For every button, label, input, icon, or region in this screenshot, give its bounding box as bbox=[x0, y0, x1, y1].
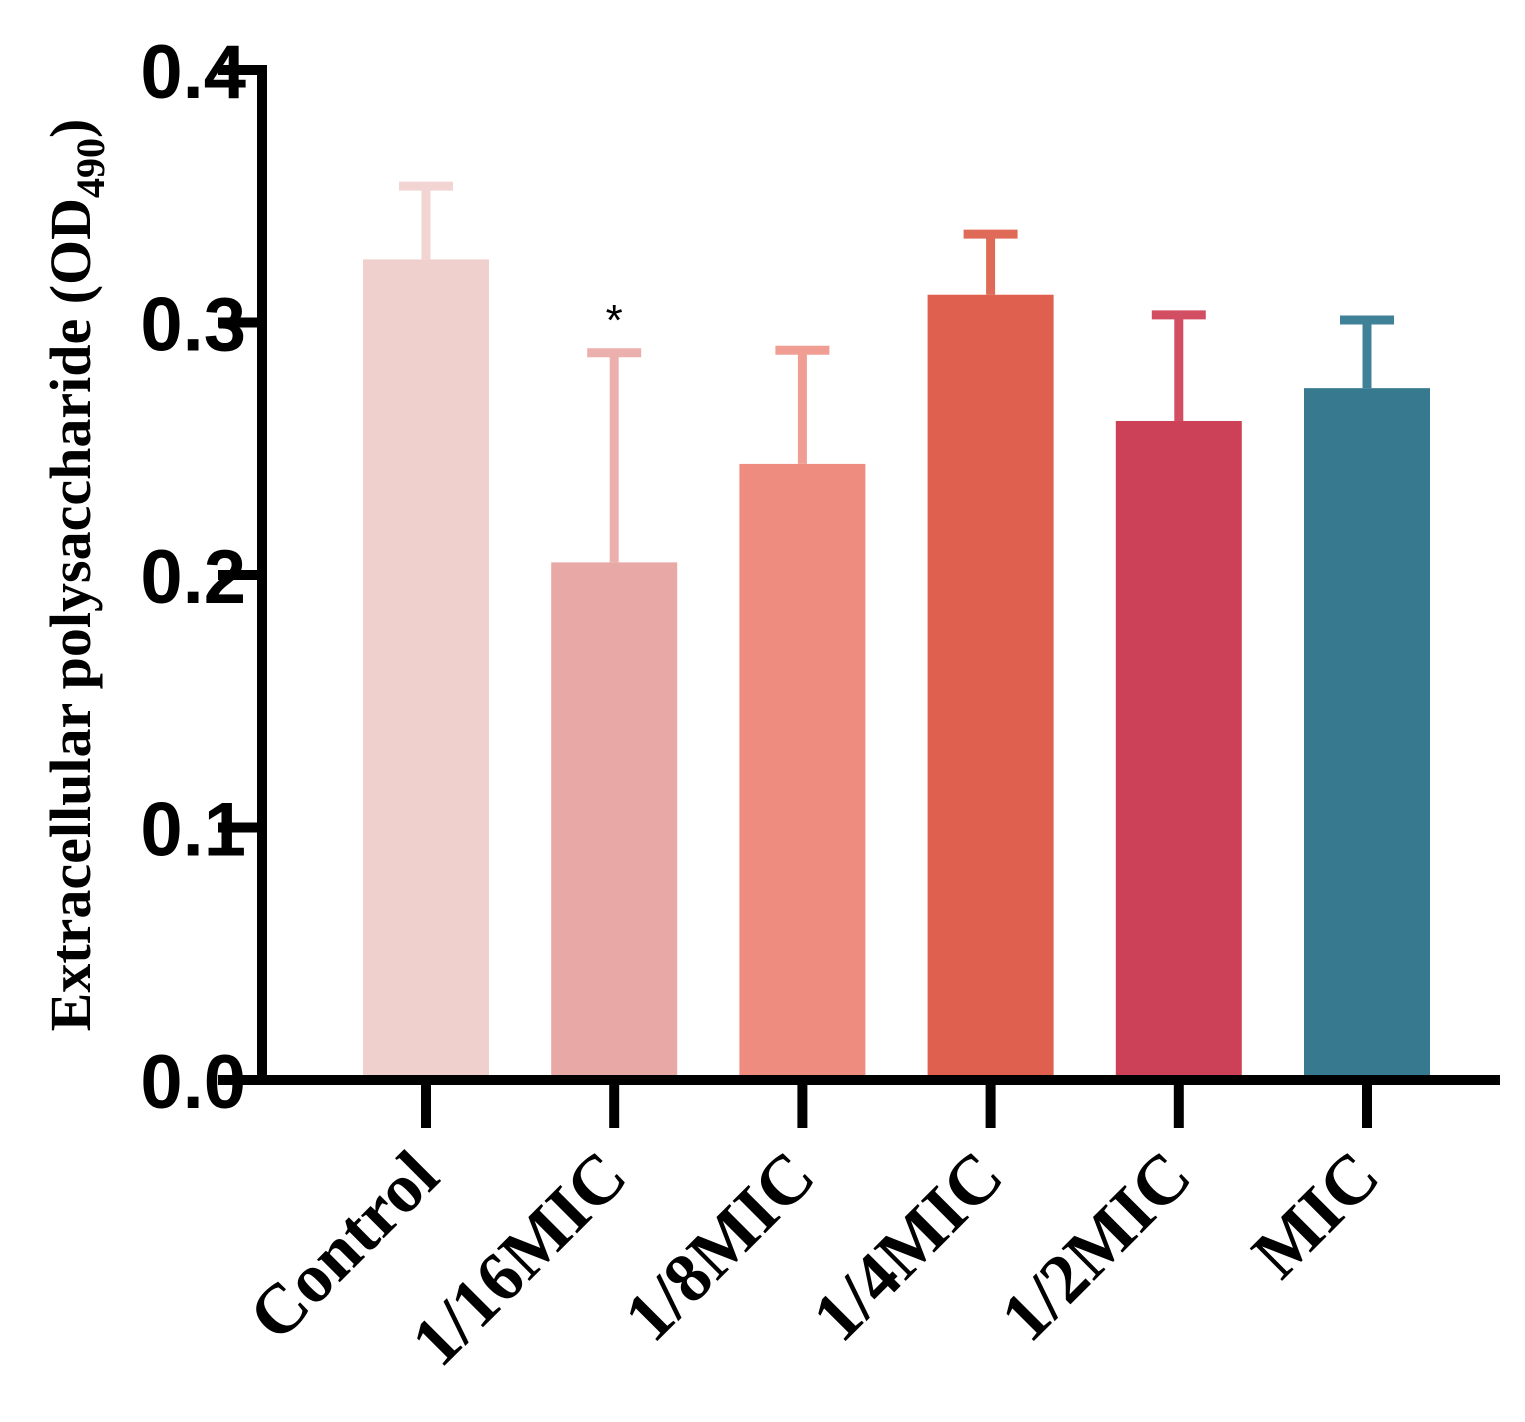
bar-1-2mic bbox=[1115, 420, 1242, 1081]
bar-1-16mic bbox=[551, 562, 678, 1080]
y-tick-label: 0.3 bbox=[140, 283, 246, 368]
bar-control bbox=[363, 259, 489, 1080]
x-tick-label-mic: MIC bbox=[1238, 1137, 1394, 1293]
bar-1-4mic bbox=[927, 294, 1054, 1081]
x-tick-label-1-4mic: 1/4MIC bbox=[798, 1137, 1017, 1356]
axes-layer bbox=[218, 65, 1500, 1128]
y-axis-label-subscript: 490 bbox=[68, 138, 113, 198]
y-tick-label: 0.1 bbox=[140, 788, 246, 873]
y-tick-label: 0.2 bbox=[140, 535, 246, 620]
bar-mic bbox=[1304, 388, 1430, 1080]
y-axis-label: Extracellular polysaccharide (OD490) bbox=[38, 119, 113, 1032]
y-tick-label: 0.0 bbox=[140, 1040, 246, 1125]
error-bars-layer bbox=[399, 181, 1394, 563]
y-axis-label-suffix: ) bbox=[38, 119, 103, 138]
bars-layer bbox=[363, 259, 1430, 1081]
significance-marker: * bbox=[606, 296, 623, 345]
x-tick-label-1-2mic: 1/2MIC bbox=[987, 1137, 1206, 1356]
bar-1-8mic bbox=[739, 463, 866, 1080]
x-tick-label-1-8mic: 1/8MIC bbox=[610, 1137, 829, 1356]
y-tick-label: 0.4 bbox=[140, 30, 246, 115]
